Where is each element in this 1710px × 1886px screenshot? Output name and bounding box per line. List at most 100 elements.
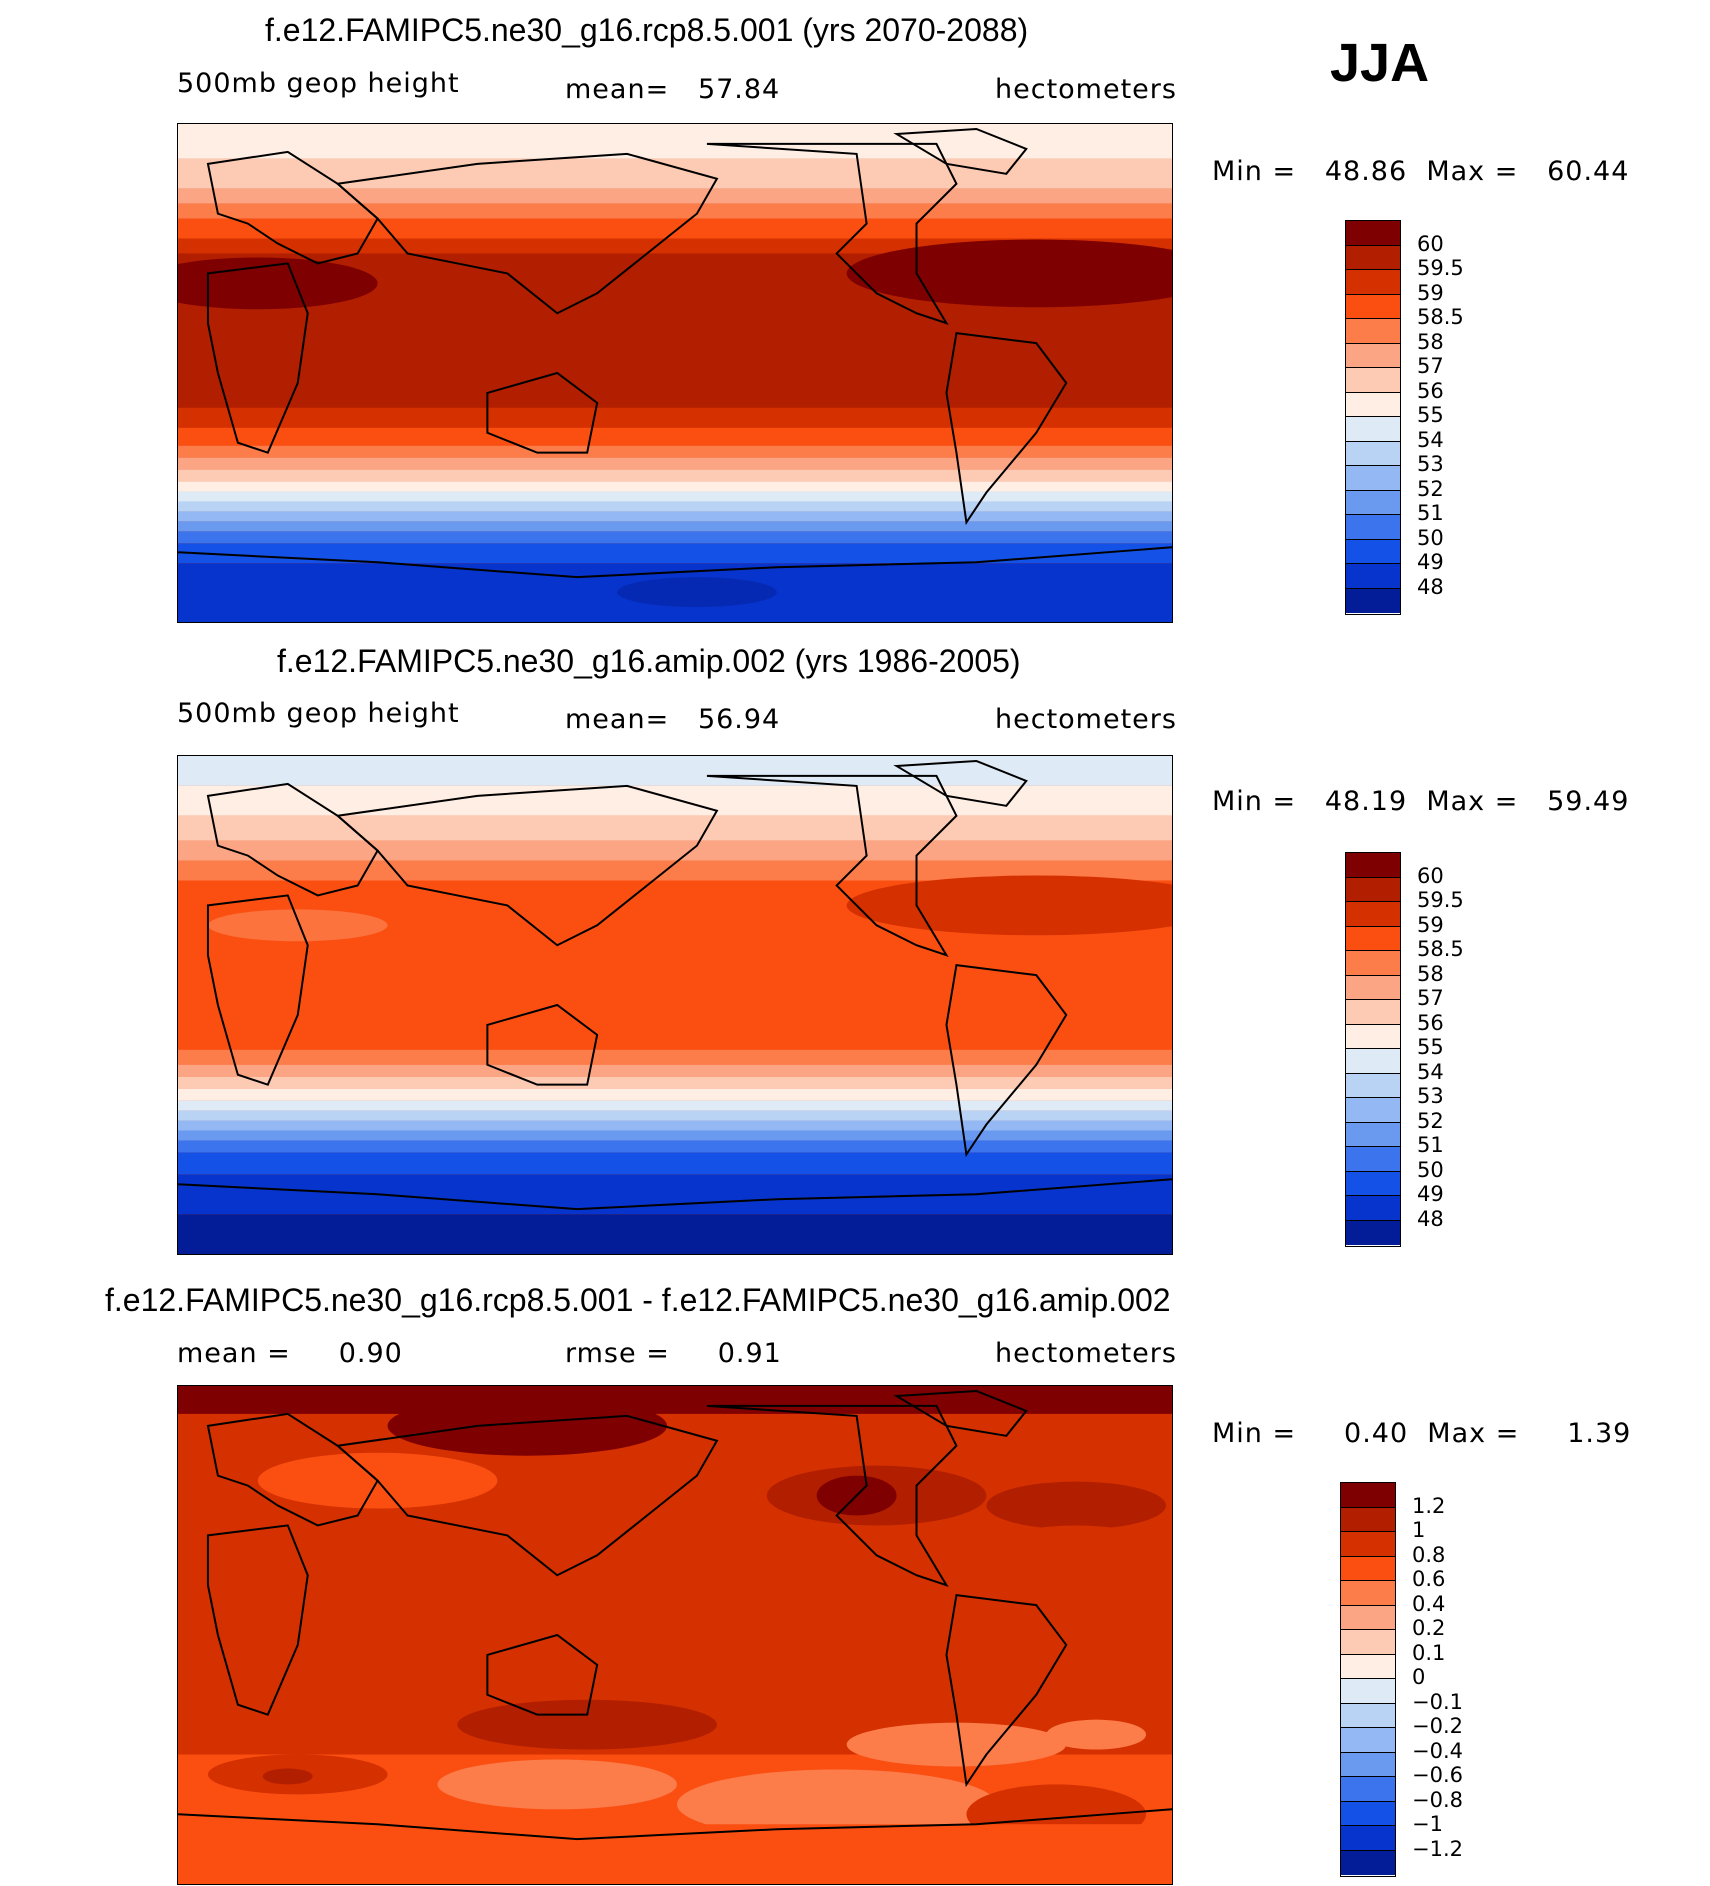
panel-1-colorbar-label: 58.5 — [1417, 305, 1464, 329]
panel-3-colorbar-label: −1.2 — [1412, 1836, 1463, 1861]
panel-2-colorbar-swatch — [1346, 1000, 1400, 1025]
panel-2-mean-label: mean= 56.94 — [565, 704, 781, 735]
panel-2-colorbar-swatch — [1346, 1049, 1400, 1074]
panel-1-map — [177, 123, 1173, 623]
panel-1-colorbar-label: 59.5 — [1417, 256, 1464, 280]
panel-1-units-label: hectometers — [995, 74, 1177, 105]
panel-1-colorbar-label: 58 — [1417, 329, 1444, 354]
panel-1-colorbar-swatch — [1346, 466, 1400, 491]
panel-3-colorbar-swatch — [1341, 1679, 1395, 1704]
panel-1-colorbar-swatch — [1346, 417, 1400, 442]
panel-2-colorbar-label: 55 — [1417, 1035, 1444, 1059]
panel-2-colorbar-label: 58 — [1417, 961, 1444, 986]
panel-2-colorbar-label: 48 — [1417, 1206, 1444, 1231]
panel-3-colorbar-label: 1.2 — [1412, 1493, 1446, 1518]
panel-3-colorbar — [1340, 1482, 1396, 1877]
panel-3-colorbar-swatch — [1341, 1581, 1395, 1606]
panel-3-title: f.e12.FAMIPC5.ne30_g16.rcp8.5.001 - f.e1… — [105, 1282, 1171, 1318]
panel-2-colorbar-swatch — [1346, 1147, 1400, 1172]
panel-3-colorbar-label: −0.6 — [1412, 1763, 1463, 1787]
panel-2-colorbar-swatch — [1346, 1024, 1400, 1049]
panel-3-colorbar-swatch — [1341, 1801, 1395, 1826]
panel-1-colorbar — [1345, 220, 1401, 615]
panel-3-minmax-label: Min = 0.40 Max = 1.39 — [1212, 1418, 1632, 1449]
panel-1-colorbar-swatch — [1346, 441, 1400, 466]
panel-1-colorbar-label: 49 — [1417, 550, 1444, 574]
panel-3-colorbar-swatch — [1341, 1507, 1395, 1532]
panel-2-colorbar-label: 53 — [1417, 1084, 1444, 1108]
panel-1-colorbar-swatch — [1346, 319, 1400, 344]
panel-3-colorbar-label: 0.1 — [1412, 1640, 1446, 1665]
panel-2-colorbar-label: 60 — [1417, 863, 1444, 888]
panel-2-colorbar-label: 56 — [1417, 1010, 1444, 1035]
panel-1-mean-label: mean= 57.84 — [565, 74, 781, 105]
panel-3-colorbar-swatch — [1341, 1777, 1395, 1802]
panel-2-variable-label: 500mb geop height — [177, 698, 460, 729]
panel-2-minmax-label: Min = 48.19 Max = 59.49 — [1212, 786, 1630, 817]
panel-2-colorbar-swatch — [1346, 1073, 1400, 1098]
panel-3-colorbar-swatch — [1341, 1826, 1395, 1851]
panel-2-colorbar-label: 49 — [1417, 1182, 1444, 1206]
panel-2-colorbar-label: 59.5 — [1417, 888, 1464, 912]
panel-2-units-label: hectometers — [995, 704, 1177, 735]
panel-3-colorbar-label: −0.2 — [1412, 1714, 1463, 1738]
panel-2-colorbar-swatch — [1346, 877, 1400, 902]
panel-3-colorbar-label: −0.4 — [1412, 1738, 1463, 1763]
panel-3-mean-label: mean = 0.90 — [177, 1338, 403, 1369]
panel-3-colorbar-swatch — [1341, 1630, 1395, 1655]
panel-3-colorbar-swatch — [1341, 1483, 1395, 1508]
panel-3-colorbar-swatch — [1341, 1556, 1395, 1581]
panel-2-colorbar-label: 58.5 — [1417, 937, 1464, 961]
panel-2-colorbar-swatch — [1346, 1220, 1400, 1245]
panel-3-colorbar-label: 0.8 — [1412, 1542, 1446, 1567]
panel-1-colorbar-label: 55 — [1417, 403, 1444, 427]
panel-2-colorbar-swatch — [1346, 926, 1400, 951]
panel-1-colorbar-swatch — [1346, 368, 1400, 393]
panel-3-colorbar-label: 1 — [1412, 1518, 1426, 1542]
panel-2-colorbar-swatch — [1346, 951, 1400, 976]
panel-3-colorbar-swatch — [1341, 1850, 1395, 1875]
panel-3-contour-field — [178, 1386, 1172, 1884]
panel-1-colorbar-label: 50 — [1417, 525, 1444, 550]
panel-1-colorbar-swatch — [1346, 245, 1400, 270]
panel-3-units-label: hectometers — [995, 1338, 1177, 1369]
panel-1-colorbar-swatch — [1346, 564, 1400, 589]
panel-3-colorbar-swatch — [1341, 1752, 1395, 1777]
panel-1-contour-field — [178, 124, 1172, 622]
panel-2-colorbar-swatch — [1346, 975, 1400, 1000]
panel-2-colorbar-swatch — [1346, 1098, 1400, 1123]
panel-2-colorbar — [1345, 852, 1401, 1247]
panel-2-title: f.e12.FAMIPC5.ne30_g16.amip.002 (yrs 198… — [277, 643, 1021, 679]
panel-3-colorbar-label: −0.1 — [1412, 1689, 1463, 1714]
panel-1-colorbar-swatch — [1346, 221, 1400, 246]
panel-3-colorbar-label: −1 — [1412, 1812, 1443, 1836]
panel-2-colorbar-label: 50 — [1417, 1157, 1444, 1182]
panel-2-colorbar-swatch — [1346, 1171, 1400, 1196]
panel-1-colorbar-label: 51 — [1417, 501, 1444, 525]
panel-3-colorbar-swatch — [1341, 1654, 1395, 1679]
panel-1-colorbar-swatch — [1346, 343, 1400, 368]
panel-2-colorbar-swatch — [1346, 1196, 1400, 1221]
panel-2-colorbar-label: 51 — [1417, 1133, 1444, 1157]
panel-1-colorbar-swatch — [1346, 515, 1400, 540]
panel-1-colorbar-label: 57 — [1417, 354, 1444, 378]
panel-3-colorbar-label: 0.6 — [1412, 1567, 1446, 1591]
panel-3-colorbar-swatch — [1341, 1728, 1395, 1753]
panel-1-colorbar-swatch — [1346, 392, 1400, 417]
panel-1-variable-label: 500mb geop height — [177, 68, 460, 99]
panel-3-colorbar-swatch — [1341, 1703, 1395, 1728]
panel-2-colorbar-swatch — [1346, 853, 1400, 878]
panel-1-colorbar-label: 54 — [1417, 427, 1444, 452]
panel-1-minmax-label: Min = 48.86 Max = 60.44 — [1212, 156, 1630, 187]
panel-1-colorbar-swatch — [1346, 270, 1400, 295]
panel-3-colorbar-swatch — [1341, 1532, 1395, 1557]
panel-3-colorbar-label: −0.8 — [1412, 1787, 1463, 1812]
season-label: JJA — [1330, 33, 1430, 93]
panel-1-colorbar-label: 52 — [1417, 476, 1444, 501]
panel-1-colorbar-swatch — [1346, 539, 1400, 564]
panel-2-colorbar-label: 59 — [1417, 912, 1444, 937]
panel-1-colorbar-swatch — [1346, 490, 1400, 515]
panel-2-contour-field — [178, 756, 1172, 1254]
panel-2-colorbar-label: 52 — [1417, 1108, 1444, 1133]
panel-1-colorbar-label: 56 — [1417, 378, 1444, 403]
